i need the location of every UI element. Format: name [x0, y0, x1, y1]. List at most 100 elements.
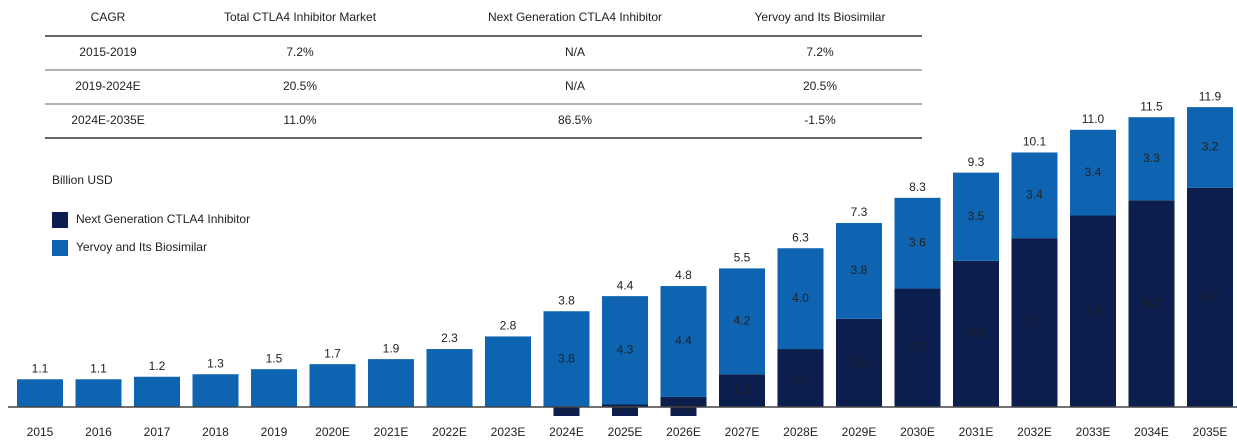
small-label-bg: [612, 401, 638, 416]
total-label: 4.4: [617, 278, 634, 292]
total-label: 4.8: [675, 268, 692, 282]
x-tick-label: 2035E: [1193, 425, 1228, 439]
total-label: 1.1: [32, 361, 49, 375]
table-cell: 7.2%: [806, 45, 834, 59]
bar-segment: [836, 318, 882, 407]
segment-label: 3.5: [968, 209, 985, 223]
total-label: 2.3: [441, 331, 458, 345]
segment-label: 0.1: [617, 401, 634, 415]
bar-segment: [1187, 187, 1233, 407]
bar-segment: [777, 349, 824, 407]
segment-label: 0.4: [675, 401, 692, 415]
segment-label: 3.2: [1202, 140, 1219, 154]
segment-label: 4.0: [792, 291, 809, 305]
bar-segment: [1011, 238, 1058, 407]
bar-segment: [1070, 215, 1116, 407]
bar-segment: [894, 288, 941, 407]
total-label: 8.3: [909, 180, 926, 194]
total-label: 11.0: [1082, 112, 1105, 126]
bar-segment: [1070, 129, 1116, 216]
table-header: CAGR: [91, 10, 126, 24]
x-tick-label: 2033E: [1076, 425, 1111, 439]
x-tick-label: 2026E: [666, 425, 701, 439]
bar-segment: [602, 296, 648, 405]
legend-label: Next Generation CTLA4 Inhibitor: [76, 212, 250, 226]
table-header: Total CTLA4 Inhibitor Market: [224, 10, 377, 24]
segment-label: 2.3: [792, 370, 809, 384]
x-tick-label: 2015: [27, 425, 54, 439]
legend-swatch: [52, 212, 68, 228]
segment-label: 5.8: [968, 326, 985, 340]
bar-segment: [485, 336, 531, 407]
table-cell: 2015-2019: [79, 45, 137, 59]
segment-label: 3.4: [1026, 187, 1043, 201]
segment-label: 8.2: [1143, 296, 1160, 310]
segment-label: 1.3: [734, 383, 751, 397]
total-label: 11.9: [1199, 89, 1222, 103]
x-tick-label: 2032E: [1017, 425, 1052, 439]
total-label: 1.7: [324, 346, 341, 360]
x-tick-label: 2027E: [725, 425, 760, 439]
bar-segment: [836, 223, 882, 319]
bar-segment: [192, 374, 239, 407]
bar-segment: [953, 260, 999, 407]
bar-segment: [134, 376, 180, 407]
total-label: 9.3: [968, 155, 985, 169]
table-header: Yervoy and Its Biosimilar: [755, 10, 886, 24]
table-cell: N/A: [565, 79, 585, 93]
segment-label: 4.4: [675, 334, 692, 348]
total-label: 5.5: [734, 251, 751, 265]
bar-segment: [309, 364, 356, 407]
segment-label: 7.6: [1085, 303, 1102, 317]
x-tick-label: 2017: [144, 425, 171, 439]
table-cell: 86.5%: [558, 113, 592, 127]
bar-segment: [251, 369, 297, 407]
total-label: 1.2: [149, 359, 166, 373]
table-cell: -1.5%: [804, 113, 836, 127]
table-cell: 2024E-2035E: [71, 113, 144, 127]
table-header: Next Generation CTLA4 Inhibitor: [488, 10, 662, 24]
segment-label: 3.8: [558, 351, 575, 365]
bar-segment: [777, 248, 824, 350]
total-label: 1.1: [90, 361, 107, 375]
bar-segment: [1187, 107, 1233, 188]
legend-swatch: [52, 240, 68, 256]
bar-segment: [17, 379, 63, 407]
segment-label: 3.8: [851, 263, 868, 277]
table-cell: 2019-2024E: [75, 79, 140, 93]
segment-label: 3.6: [909, 235, 926, 249]
bar-segment: [719, 268, 765, 375]
bar-segment: [543, 311, 590, 407]
bar-segment: [368, 359, 414, 407]
table-cell: 11.0%: [283, 113, 316, 127]
total-label: 1.9: [383, 341, 400, 355]
bar-segment: [1128, 200, 1175, 407]
bar-segment: [953, 172, 999, 261]
x-tick-label: 2023E: [491, 425, 526, 439]
segment-label: 3.3: [1143, 151, 1160, 165]
x-tick-label: 2022E: [432, 425, 467, 439]
x-tick-label: 2019: [261, 425, 288, 439]
x-tick-label: 2029E: [842, 425, 877, 439]
unit-label: Billion USD: [52, 173, 113, 187]
legend-label: Yervoy and Its Biosimilar: [76, 240, 207, 254]
segment-label: 3.5: [851, 355, 868, 369]
x-tick-label: 2018: [202, 425, 229, 439]
total-label: 10.1: [1023, 135, 1047, 149]
segment-label: 3.4: [1085, 165, 1102, 179]
total-label: 7.3: [851, 205, 868, 219]
x-tick-label: 2025E: [608, 425, 643, 439]
bar-segment: [426, 349, 473, 407]
bar-segment: [894, 197, 941, 289]
x-tick-label: 2024E: [549, 425, 584, 439]
table-cell: 20.5%: [283, 79, 317, 93]
segment-label: 4.3: [617, 342, 634, 356]
bar-segment: [1128, 117, 1175, 201]
x-tick-label: 2021E: [374, 425, 409, 439]
bar-segment: [75, 379, 122, 407]
x-tick-label: 2028E: [783, 425, 818, 439]
segment-label: 8.7: [1202, 290, 1219, 304]
segment-label: 6.7: [1026, 315, 1043, 329]
x-tick-label: 2020E: [315, 425, 350, 439]
